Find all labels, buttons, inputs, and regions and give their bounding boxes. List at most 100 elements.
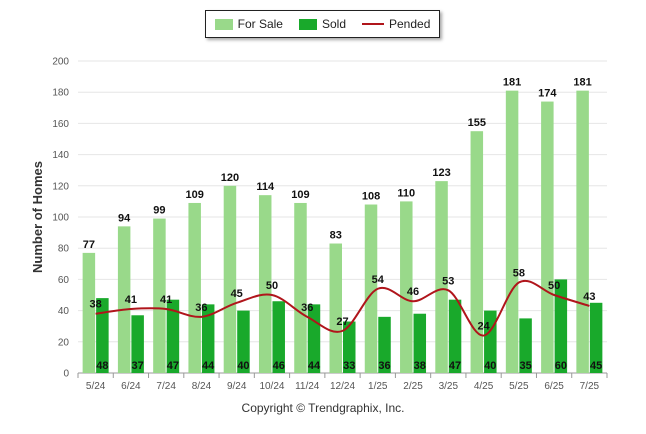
bar-for-sale (541, 101, 554, 373)
bar-for-sale (364, 204, 378, 373)
bar-for-sale (329, 243, 342, 373)
bar-sold (589, 302, 603, 373)
pended-line-path (95, 279, 590, 337)
sold-value-label: 37 (132, 360, 144, 372)
legend-label-pended: Pended (389, 17, 431, 31)
sold-value-label: 47 (449, 360, 461, 372)
for-sale-value-label: 77 (83, 239, 95, 251)
for-sale-value-label: 99 (153, 205, 165, 217)
legend-item-sold[interactable]: Sold (298, 17, 346, 31)
for-sale-value-label: 110 (397, 187, 415, 199)
x-axis-ticks: 5/24 6/24 7/24 8/24 9/24 10/24 11/24 12/24 1/25 2… (77, 373, 608, 392)
x-tick-label: 4/25 (474, 381, 494, 392)
sold-value-label: 35 (519, 360, 531, 372)
bar-sold (343, 321, 356, 373)
bar-for-sale (223, 185, 237, 373)
y-tick-label: 20 (58, 337, 70, 348)
bar-sold (448, 299, 462, 373)
bars (82, 90, 603, 373)
x-tick-label: 3/25 (439, 381, 459, 392)
x-tick-label: 12/24 (330, 381, 355, 392)
x-tick-label: 7/25 (580, 381, 600, 392)
x-tick-label: 8/24 (192, 381, 212, 392)
legend-label-for-sale: For Sale (237, 17, 283, 31)
x-tick-label: 5/24 (86, 381, 106, 392)
x-tick-label: 10/24 (259, 381, 284, 392)
bar-sold (237, 310, 250, 373)
bar-sold (378, 316, 391, 373)
pended-value-label: 36 (301, 302, 313, 314)
pended-value-label: 38 (90, 299, 102, 311)
y-axis-label: Number of Homes (30, 161, 45, 273)
sold-value-label: 45 (590, 360, 602, 372)
pended-value-label: 27 (336, 316, 348, 328)
sold-value-label: 44 (308, 360, 321, 372)
y-tick-label: 140 (52, 150, 69, 161)
y-tick-label: 200 (52, 57, 69, 68)
y-tick-label: 0 (63, 369, 69, 380)
for-sale-value-label: 114 (256, 181, 275, 193)
for-sale-value-label: 174 (538, 88, 557, 100)
y-tick-label: 60 (58, 275, 70, 286)
pended-value-label: 41 (125, 294, 137, 306)
y-tick-label: 180 (52, 88, 69, 99)
bar-sold (131, 315, 144, 373)
y-tick-label: 40 (58, 306, 70, 317)
bar-for-sale (82, 252, 96, 373)
bar-for-sale (576, 90, 589, 373)
for-sale-value-label: 109 (291, 189, 309, 201)
y-tick-label: 120 (52, 181, 69, 192)
bar-for-sale (505, 90, 519, 373)
pended-value-label: 54 (372, 274, 385, 286)
pended-value-label: 46 (407, 286, 419, 298)
pended-value-label: 53 (442, 275, 454, 287)
sold-value-label: 36 (378, 360, 390, 372)
for-sale-value-label: 120 (221, 172, 239, 184)
sold-value-label: 38 (414, 360, 426, 372)
legend-item-pended[interactable]: Pended (362, 17, 430, 31)
sold-value-label: 33 (343, 360, 355, 372)
x-tick-label: 1/25 (368, 381, 388, 392)
sold-value-label: 40 (484, 360, 496, 372)
pended-value-label: 50 (548, 280, 560, 292)
pended-value-label: 36 (195, 302, 207, 314)
copyright-footer: Copyright © Trendgraphix, Inc. (241, 401, 405, 415)
bar-for-sale (294, 202, 307, 373)
y-axis-ticks: 0 20 40 60 80 100 120 140 160 180 200 (52, 57, 69, 380)
bar-sold (166, 299, 180, 373)
pended-value-label: 58 (513, 268, 525, 280)
x-tick-label: 9/24 (227, 381, 247, 392)
legend-item-for-sale[interactable]: For Sale (214, 17, 283, 31)
for-sale-value-label: 94 (118, 212, 131, 224)
legend: For Sale Sold Pended (205, 10, 440, 38)
sold-value-label: 44 (202, 360, 215, 372)
pended-value-label: 24 (477, 321, 490, 333)
sold-value-label: 60 (555, 360, 567, 372)
bar-sold (413, 313, 427, 373)
bar-for-sale (153, 218, 166, 373)
x-tick-label: 2/25 (403, 381, 423, 392)
sold-value-label: 46 (273, 360, 285, 372)
sold-value-label: 47 (167, 360, 179, 372)
bar-sold (201, 304, 215, 373)
bar-for-sale (470, 131, 484, 373)
x-tick-label: 7/24 (156, 381, 176, 392)
for-sale-value-label: 155 (468, 117, 486, 129)
for-sale-value-label: 109 (186, 189, 204, 201)
for-sale-value-label: 83 (330, 230, 342, 242)
x-tick-label: 5/25 (509, 381, 529, 392)
bar-for-sale (188, 202, 201, 373)
for-sale-value-label: 181 (503, 77, 521, 89)
x-tick-label: 11/24 (295, 381, 320, 392)
sold-swatch (298, 18, 317, 30)
data-labels: 77 48 94 37 99 47 109 44 120 40 114 46 109 44 83 33 108 3… (83, 77, 602, 372)
bar-for-sale (435, 181, 448, 373)
y-tick-label: 100 (52, 213, 69, 224)
bar-sold (519, 318, 532, 373)
pended-value-label: 45 (231, 288, 243, 300)
x-tick-label: 6/24 (121, 381, 141, 392)
bar-sold (307, 304, 321, 373)
sold-value-label: 48 (96, 360, 108, 372)
bar-sold (554, 279, 568, 373)
